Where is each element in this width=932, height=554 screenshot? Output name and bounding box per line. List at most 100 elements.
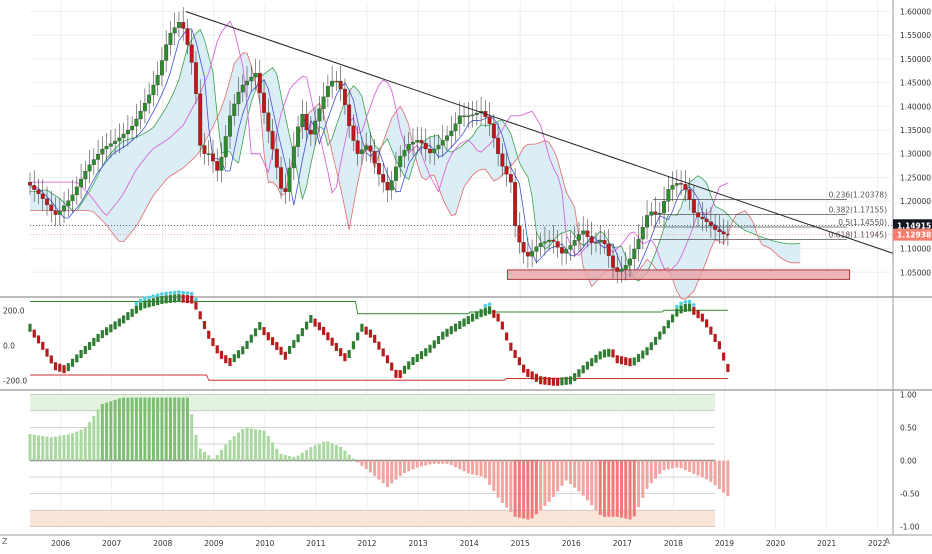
osc-bar [500, 321, 504, 330]
osc-bar [32, 329, 36, 338]
candle-body [411, 142, 415, 145]
candle-body [113, 140, 118, 144]
hist-bar [615, 460, 619, 517]
osc-bar [628, 358, 632, 367]
candle-body [585, 230, 590, 237]
osc-overbought-dot [172, 290, 177, 295]
hist-bar [241, 428, 245, 461]
hist-bar [339, 446, 343, 461]
osc-bar [653, 336, 658, 345]
osc-bar [547, 377, 551, 386]
hist-bar [288, 455, 292, 461]
hist-bar [475, 460, 479, 476]
osc-overbought-dot [683, 300, 688, 304]
hist-bar [505, 460, 509, 508]
osc-bar [236, 350, 241, 359]
candle-body [151, 84, 156, 96]
osc-bar [53, 362, 58, 371]
hist-bar [568, 460, 572, 485]
osc-bar [568, 376, 573, 385]
x-tick-label: 2014 [460, 539, 479, 548]
osc-bar [113, 321, 117, 330]
candle-body [53, 210, 58, 215]
osc-bar [683, 303, 687, 312]
hist-bar [585, 460, 589, 501]
hist-bar [641, 460, 645, 499]
osc-bar [292, 340, 296, 349]
osc-bar [309, 315, 313, 323]
candle-body [657, 212, 662, 215]
hist-bar [445, 460, 449, 464]
osc-bar [181, 294, 185, 303]
hist-bar [45, 436, 49, 461]
osc-bar [287, 345, 292, 354]
osc-bar [326, 332, 330, 341]
osc-overbought-dot [143, 296, 147, 301]
hist-bar [130, 397, 134, 461]
osc-bar [607, 348, 611, 357]
osc-overbought-dot [185, 291, 190, 295]
osc-overbought-dot [189, 291, 194, 296]
candle-body [313, 120, 318, 135]
hist-bar [75, 431, 79, 461]
hist-bar [517, 460, 521, 518]
hist-bar [539, 460, 543, 511]
candle-body [538, 243, 543, 247]
hist-bar [483, 460, 487, 479]
osc-overbought-dot [679, 301, 683, 306]
osc-bar [598, 351, 602, 360]
candle-body [559, 247, 564, 254]
candle-body [632, 248, 637, 260]
osc-bar [641, 350, 645, 359]
osc-bar [347, 350, 351, 358]
osc-bar [517, 357, 521, 366]
corner-left-label: Z [2, 537, 8, 546]
x-tick-label: 2008 [153, 539, 172, 548]
hist-bar [305, 450, 309, 461]
candle-body [125, 129, 130, 135]
hist-bar [309, 447, 313, 461]
osc-bar [228, 357, 232, 366]
hist-bar [326, 441, 330, 461]
hist-bar [628, 460, 632, 520]
candle-body [347, 104, 352, 126]
osc-bar [594, 354, 598, 363]
candle-body [155, 74, 160, 86]
candle-body [185, 28, 190, 45]
candle-body [606, 243, 611, 256]
candle-body [49, 204, 54, 211]
candle-body [245, 80, 249, 86]
candle-body [428, 148, 432, 154]
candle-body [589, 236, 594, 243]
candle-body [223, 136, 228, 158]
candle-body [525, 251, 530, 257]
candle-body [355, 140, 360, 154]
hist-bar [113, 399, 117, 461]
osc-bar [534, 373, 538, 382]
osc-bar [509, 342, 513, 351]
hist-bar [202, 451, 206, 461]
osc-bar [262, 327, 266, 336]
osc-bar [505, 332, 509, 341]
osc-bar [364, 326, 368, 335]
candle-body [74, 186, 79, 195]
hist-bar [37, 435, 41, 461]
candle-body [57, 211, 62, 215]
candle-body [138, 110, 143, 120]
hist-bar [398, 460, 402, 476]
y-tick-label: 1.45000 [900, 79, 931, 88]
candle-body [117, 137, 122, 142]
hist-bar [688, 460, 692, 472]
osc-bar [317, 322, 321, 331]
hist-bar [726, 460, 730, 497]
osc-bar [300, 328, 304, 337]
hist-bar [390, 460, 394, 484]
hist-bar [411, 460, 415, 470]
candle-body [674, 183, 679, 186]
osc-bar [139, 302, 143, 311]
x-tick-label: 2017 [613, 539, 632, 548]
candle-body [270, 131, 275, 150]
candle-body [504, 166, 509, 175]
hist-bar [271, 442, 275, 461]
